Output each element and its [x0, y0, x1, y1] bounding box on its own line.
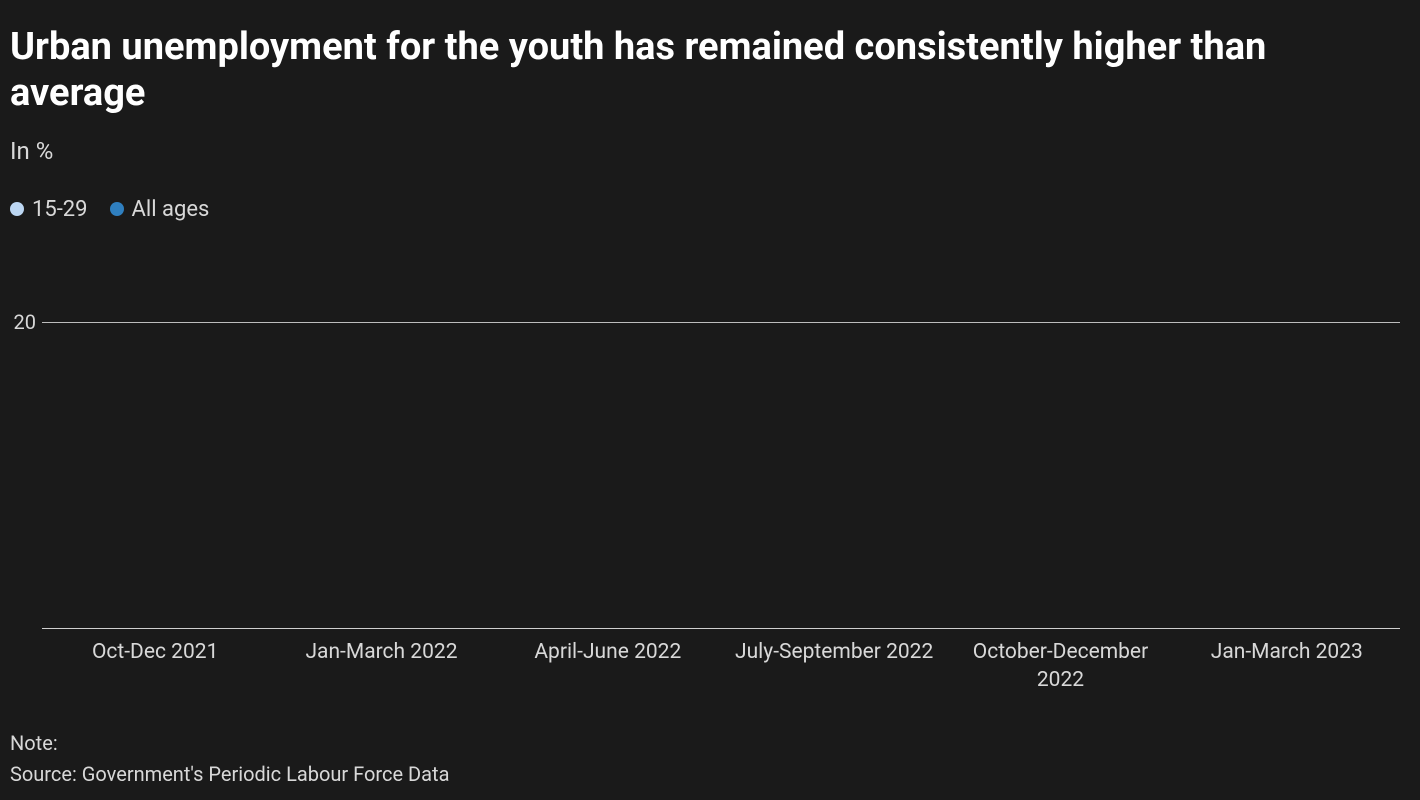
bar-groups: [42, 292, 1400, 629]
x-tick-label: Jan-March 2023: [1174, 639, 1400, 694]
gridline: [42, 322, 1400, 323]
chart-container: Urban unemployment for the youth has rem…: [0, 0, 1420, 800]
y-axis: 20: [10, 292, 42, 630]
plot-area: [42, 292, 1400, 630]
x-tick-label: Jan-March 2022: [268, 639, 494, 694]
legend-item: All ages: [110, 197, 210, 222]
x-tick-label: July-September 2022: [721, 639, 947, 694]
chart-footer: Note: Source: Government's Periodic Labo…: [10, 728, 1400, 790]
legend-label: All ages: [132, 197, 210, 222]
chart-title: Urban unemployment for the youth has rem…: [10, 24, 1400, 117]
legend-label: 15-29: [32, 197, 88, 222]
x-tick-label: October-December 2022: [947, 639, 1173, 694]
legend-item: 15-29: [10, 197, 88, 222]
chart-area: 20: [10, 292, 1400, 630]
legend-swatch: [10, 202, 24, 216]
legend-swatch: [110, 202, 124, 216]
x-tick-label: Oct-Dec 2021: [42, 639, 268, 694]
x-axis-labels: Oct-Dec 2021Jan-March 2022April-June 202…: [42, 639, 1400, 694]
chart-subtitle: In %: [10, 137, 1400, 165]
legend: 15-29 All ages: [10, 197, 1400, 222]
note-text: Note:: [10, 728, 1400, 759]
source-text: Source: Government's Periodic Labour For…: [10, 759, 1400, 790]
y-tick-label: 20: [14, 310, 36, 334]
x-tick-label: April-June 2022: [495, 639, 721, 694]
